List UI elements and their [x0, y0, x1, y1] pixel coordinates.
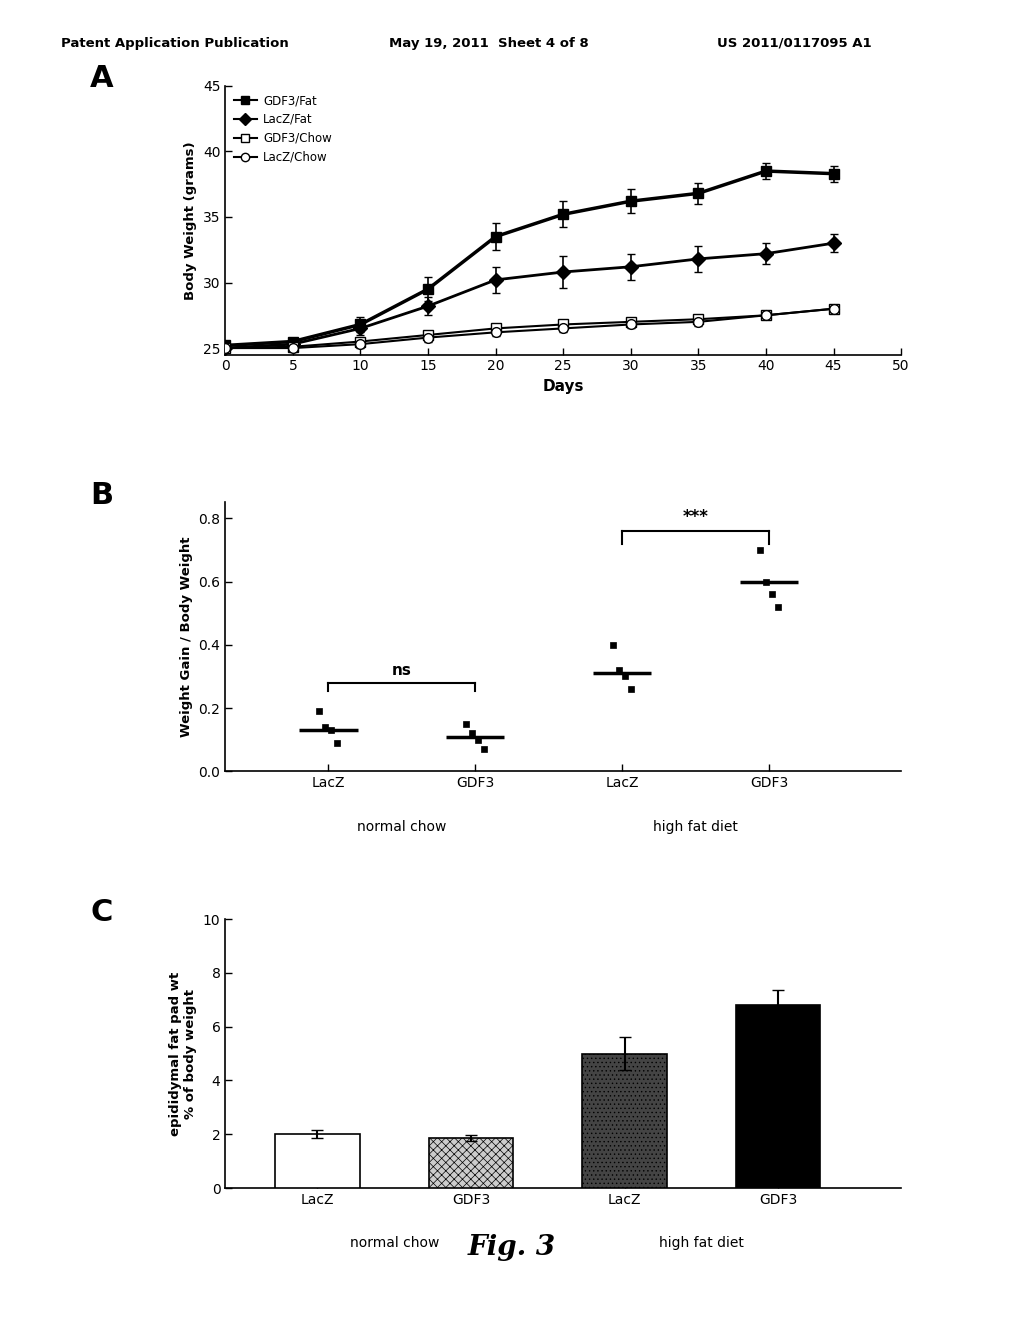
Text: Fig. 3: Fig. 3: [468, 1234, 556, 1261]
Text: Patent Application Publication: Patent Application Publication: [61, 37, 289, 50]
Text: US 2011/0117095 A1: US 2011/0117095 A1: [717, 37, 871, 50]
Text: normal chow: normal chow: [349, 1237, 439, 1250]
Y-axis label: Weight Gain / Body Weight: Weight Gain / Body Weight: [180, 537, 193, 737]
Text: C: C: [90, 898, 113, 927]
Bar: [275, 1134, 359, 1188]
X-axis label: Days: Days: [543, 379, 584, 395]
Y-axis label: Body Weight (grams): Body Weight (grams): [184, 141, 198, 300]
Text: high fat diet: high fat diet: [659, 1237, 743, 1250]
Text: ns: ns: [391, 663, 412, 678]
Text: normal chow: normal chow: [357, 820, 446, 834]
Legend: GDF3/Fat, LacZ/Fat, GDF3/Chow, LacZ/Chow: GDF3/Fat, LacZ/Fat, GDF3/Chow, LacZ/Chow: [228, 90, 337, 169]
Text: ***: ***: [682, 508, 709, 527]
Bar: [583, 1053, 667, 1188]
Text: high fat diet: high fat diet: [653, 820, 738, 834]
Bar: [736, 1006, 820, 1188]
Y-axis label: epididymal fat pad wt
% of body weight: epididymal fat pad wt % of body weight: [169, 972, 198, 1135]
Text: May 19, 2011  Sheet 4 of 8: May 19, 2011 Sheet 4 of 8: [389, 37, 589, 50]
Text: B: B: [90, 480, 114, 510]
Text: A: A: [90, 65, 114, 94]
Bar: [429, 1138, 513, 1188]
